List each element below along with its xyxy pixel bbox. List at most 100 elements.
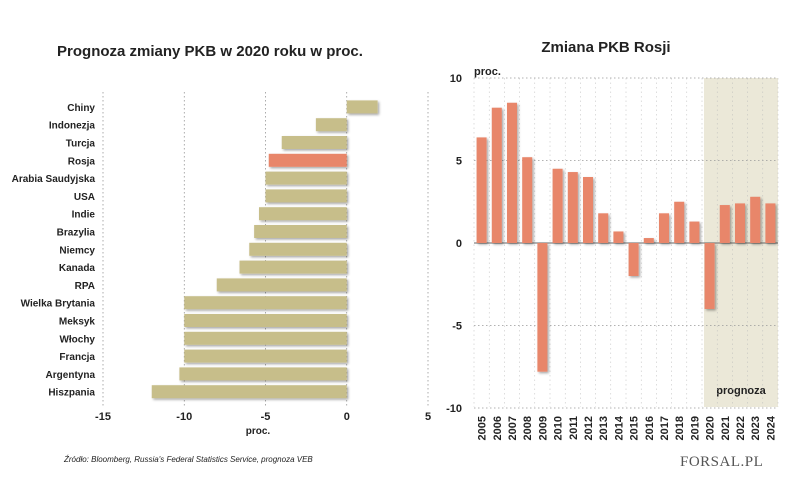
right-x-tick-label: 2022: [735, 416, 747, 440]
right-x-tick-label: 2021: [720, 416, 732, 440]
right-x-tick-label: 2016: [644, 416, 656, 440]
right-bar-2017: [658, 213, 670, 243]
forsal-logo: FORSAL.PL: [680, 454, 764, 470]
left-bar-meksyk: [184, 314, 347, 327]
right-bar-2005: [476, 137, 487, 243]
gdp-forecast-2020-chart: Prognoza zmiany PKB w 2020 roku w proc. …: [12, 43, 431, 437]
left-x-tick-label: -15: [95, 411, 111, 423]
right-bar-2006: [491, 107, 502, 243]
left-category-label: Niemcy: [59, 245, 95, 256]
left-bar-rpa: [216, 278, 347, 292]
left-category-label: Indonezja: [49, 121, 96, 132]
right-x-tick-label: 2017: [659, 416, 671, 440]
right-y-tick-label: -10: [446, 403, 462, 415]
left-category-label: Arabia Saudyjska: [12, 174, 96, 185]
right-bar-2010: [552, 168, 563, 243]
right-x-tick-label: 2020: [705, 416, 717, 440]
right-bar-2012: [582, 177, 594, 243]
right-chart-x-tick-labels: 2005 2006 2007 2008 2009 2010 2011 2012 2013 2014…: [477, 415, 778, 440]
right-bar-2022: [734, 203, 746, 243]
left-bar-kanada: [239, 260, 347, 274]
left-bar-chiny: [346, 100, 378, 114]
left-category-label: Brazylia: [57, 228, 96, 239]
right-x-tick-label: 2023: [750, 416, 762, 440]
right-chart-title: Zmiana PKB Rosji: [541, 39, 670, 56]
right-y-tick-label: 5: [456, 156, 462, 168]
right-bar-2009: [537, 243, 548, 372]
right-bar-2018: [674, 201, 685, 243]
left-bar-brazylia: [254, 225, 347, 238]
left-category-label: RPA: [75, 281, 95, 292]
right-bar-2021: [719, 205, 730, 243]
right-y-tick-label: 10: [450, 73, 462, 85]
left-category-label: Rosja: [68, 156, 96, 167]
left-bar-indonezja: [315, 118, 347, 132]
right-bar-2020: [704, 243, 715, 309]
right-bar-2024: [765, 203, 776, 243]
left-category-label: Indie: [72, 210, 96, 221]
right-bar-2023: [750, 196, 761, 243]
right-chart-bars: [476, 102, 776, 372]
forecast-label: prognoza: [716, 385, 766, 397]
left-category-label: Włochy: [59, 334, 95, 345]
right-x-tick-label: 2024: [765, 415, 777, 440]
right-x-tick-label: 2005: [477, 416, 489, 440]
left-bar-usa: [265, 189, 347, 203]
left-x-tick-label: -10: [176, 411, 192, 423]
left-category-label: Chiny: [67, 103, 95, 114]
right-bar-2013: [598, 213, 609, 243]
right-bar-2015: [628, 243, 639, 276]
left-chart-category-labels: Chiny Indonezja Turcja Rosja Arabia Saudyjsk…: [12, 103, 96, 399]
left-bar-arabia-saudyjska: [265, 171, 347, 185]
right-x-tick-label: 2015: [629, 416, 641, 440]
right-y-tick-label: 0: [456, 238, 462, 250]
right-x-tick-label: 2008: [522, 416, 534, 440]
left-bar-rosja: [268, 153, 347, 167]
source-note: Źródło: Bloomberg, Russia's Federal Stat…: [64, 455, 313, 464]
right-x-tick-label: 2007: [507, 416, 519, 440]
right-x-tick-label: 2013: [598, 416, 610, 440]
left-bar-argentyna: [179, 367, 347, 381]
left-bar-turcja: [281, 136, 347, 149]
right-bar-2011: [567, 172, 578, 243]
left-bar-indie: [259, 207, 347, 221]
right-x-tick-label: 2009: [537, 416, 549, 440]
left-category-label: Francja: [59, 352, 95, 363]
left-chart-title: Prognoza zmiany PKB w 2020 roku w proc.: [57, 43, 363, 60]
right-bar-2008: [522, 157, 533, 243]
right-chart-y-axis-label: proc.: [474, 66, 501, 78]
left-category-label: Kanada: [59, 263, 96, 274]
right-x-tick-label: 2019: [689, 416, 701, 440]
right-x-tick-label: 2014: [613, 415, 625, 440]
right-chart-y-tick-labels: 10 5 0 -5 -10: [446, 73, 462, 415]
right-x-tick-label: 2018: [674, 416, 686, 440]
left-x-tick-label: 0: [344, 411, 350, 423]
left-bar-hiszpania: [151, 385, 347, 399]
left-bar-włochy: [184, 331, 347, 345]
left-bar-francja: [184, 349, 347, 363]
left-category-label: Wielka Brytania: [21, 299, 96, 310]
left-category-label: Argentyna: [46, 370, 96, 381]
left-category-label: Hiszpania: [48, 388, 95, 399]
left-category-label: Meksyk: [59, 317, 96, 328]
right-bar-2016: [643, 238, 654, 243]
left-category-label: Turcja: [66, 139, 96, 150]
left-x-tick-label: -5: [261, 411, 271, 423]
right-x-tick-label: 2012: [583, 416, 595, 440]
left-chart-x-axis-label: proc.: [246, 426, 271, 437]
right-bar-2019: [689, 221, 700, 243]
left-bar-niemcy: [249, 242, 347, 256]
right-bar-2014: [613, 231, 624, 243]
right-chart-gridlines: [473, 77, 779, 409]
right-x-tick-label: 2010: [553, 416, 565, 440]
left-chart-bars: [151, 100, 378, 399]
right-x-tick-label: 2011: [568, 416, 580, 440]
left-x-tick-label: 5: [425, 411, 431, 423]
left-category-label: USA: [74, 192, 95, 203]
left-bar-wielka-brytania: [184, 296, 347, 310]
left-chart-x-tick-labels: -15 -10 -5 0 5: [95, 411, 431, 423]
right-x-tick-label: 2006: [492, 416, 504, 440]
right-bar-2007: [506, 102, 518, 243]
right-y-tick-label: -5: [452, 321, 462, 333]
